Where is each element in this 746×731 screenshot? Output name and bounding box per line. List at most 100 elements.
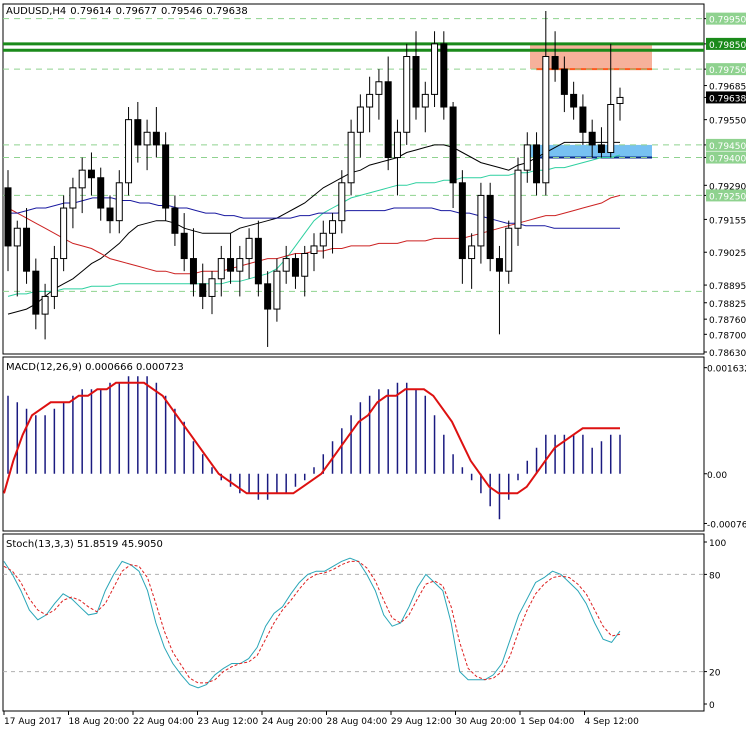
- candle-body[interactable]: [291, 258, 299, 277]
- candle-body[interactable]: [152, 131, 160, 146]
- time-tick-label: 22 Aug 04:00: [133, 717, 194, 727]
- candle-body[interactable]: [4, 187, 12, 247]
- candle-body[interactable]: [60, 207, 68, 260]
- candle-body[interactable]: [171, 207, 179, 234]
- candle-body[interactable]: [338, 182, 346, 222]
- price-label-bg: [706, 12, 746, 25]
- candle-body[interactable]: [412, 56, 420, 108]
- candle-body[interactable]: [245, 237, 253, 260]
- candle-body[interactable]: [616, 96, 624, 104]
- time-tick-label: 30 Aug 20:00: [456, 717, 517, 727]
- price-tick-label: 0.79950: [709, 16, 746, 26]
- chart-header: AUDUSD,H4 0.79614 0.79677 0.79546 0.79638: [6, 6, 248, 17]
- time-tick-label: 4 Sep 12:00: [585, 717, 640, 727]
- candle-body[interactable]: [78, 169, 86, 189]
- macd-tick-label: 0.00: [707, 471, 727, 481]
- candle-body[interactable]: [106, 207, 114, 222]
- candle-body[interactable]: [23, 227, 31, 272]
- price-tick-label: 0.79450: [709, 142, 746, 152]
- candle-body[interactable]: [125, 119, 133, 184]
- candle-body[interactable]: [421, 93, 429, 108]
- price-tick-label: 0.78825: [709, 300, 746, 310]
- candle-body[interactable]: [236, 258, 244, 272]
- stochastic-pane[interactable]: [2, 533, 705, 712]
- candle-body[interactable]: [115, 182, 123, 222]
- candle-body[interactable]: [533, 144, 541, 184]
- candle-body[interactable]: [301, 253, 309, 277]
- candle-body[interactable]: [189, 258, 197, 285]
- candle-body[interactable]: [514, 169, 522, 229]
- candle-body[interactable]: [329, 220, 337, 234]
- candle-body[interactable]: [458, 182, 466, 260]
- candle-body[interactable]: [431, 43, 439, 95]
- candle-body[interactable]: [551, 56, 559, 70]
- candle-body[interactable]: [87, 169, 95, 179]
- candle-body[interactable]: [50, 258, 58, 297]
- price-tick-label: 0.79250: [709, 192, 746, 202]
- candle-body[interactable]: [282, 258, 290, 272]
- candle-body[interactable]: [393, 131, 401, 159]
- candle-body[interactable]: [468, 245, 476, 260]
- price-tick-label: 0.79550: [709, 117, 746, 127]
- main-price-pane[interactable]: [2, 3, 705, 355]
- candle-body[interactable]: [495, 258, 503, 272]
- candle-body[interactable]: [366, 93, 374, 108]
- candle-body[interactable]: [486, 194, 494, 260]
- price-tick-label: 0.79750: [709, 66, 746, 76]
- candle-body[interactable]: [32, 270, 40, 315]
- ohlc-close: 0.79638: [206, 6, 247, 17]
- candle-body[interactable]: [607, 103, 615, 153]
- candle-body[interactable]: [97, 177, 105, 209]
- candle-body[interactable]: [199, 283, 207, 297]
- candle-body[interactable]: [403, 56, 411, 133]
- macd-tick-label: 0.001632: [707, 365, 746, 375]
- stoch-line-1: [3, 560, 621, 684]
- candle-body[interactable]: [597, 144, 605, 153]
- candle-body[interactable]: [162, 144, 170, 209]
- candle-body[interactable]: [477, 194, 485, 247]
- stoch-line-0: [3, 557, 621, 689]
- stoch-title: Stoch(13,3,3) 51.8519 45.9050: [6, 539, 163, 550]
- candle-body[interactable]: [449, 106, 457, 184]
- stoch-tick-label: 100: [709, 539, 726, 549]
- candle-body[interactable]: [570, 93, 578, 108]
- candle-body[interactable]: [319, 232, 327, 247]
- candle-body[interactable]: [356, 106, 364, 133]
- price-tick-label: 0.79638: [709, 94, 746, 104]
- price-tick-label: 0.78630: [709, 349, 746, 359]
- time-tick-label: 17 Aug 2017: [4, 717, 62, 727]
- time-tick-label: 24 Aug 20:00: [262, 717, 323, 727]
- candle-body[interactable]: [143, 131, 151, 146]
- candle-body[interactable]: [208, 278, 216, 297]
- candle-body[interactable]: [227, 258, 235, 272]
- candle-body[interactable]: [440, 43, 448, 108]
- candle-body[interactable]: [505, 227, 513, 272]
- macd-pane[interactable]: [2, 356, 705, 532]
- candle-body[interactable]: [273, 270, 281, 310]
- candle-body[interactable]: [579, 106, 587, 133]
- candle-body[interactable]: [588, 131, 596, 146]
- candle-body[interactable]: [523, 144, 531, 171]
- candle-body[interactable]: [217, 258, 225, 280]
- price-tick-label: 0.79685: [709, 83, 746, 93]
- price-tick-label: 0.79290: [709, 182, 746, 192]
- candle-body[interactable]: [69, 187, 77, 209]
- candle-body[interactable]: [560, 68, 568, 95]
- candle-body[interactable]: [384, 81, 392, 159]
- candle-body[interactable]: [41, 295, 49, 315]
- price-label-bg: [706, 91, 746, 104]
- candle-body[interactable]: [542, 56, 550, 184]
- candle-body[interactable]: [375, 81, 383, 95]
- candle-body[interactable]: [264, 283, 272, 310]
- candle-body[interactable]: [13, 227, 21, 247]
- candle-body[interactable]: [180, 232, 188, 260]
- candle-body[interactable]: [310, 245, 318, 255]
- candle-body[interactable]: [134, 119, 142, 146]
- price-tick-label: 0.79025: [709, 249, 746, 259]
- candle-body[interactable]: [347, 131, 355, 184]
- price-label-bg: [706, 151, 746, 164]
- candle-body[interactable]: [254, 237, 262, 285]
- symbol-title: AUDUSD,H4: [6, 6, 66, 17]
